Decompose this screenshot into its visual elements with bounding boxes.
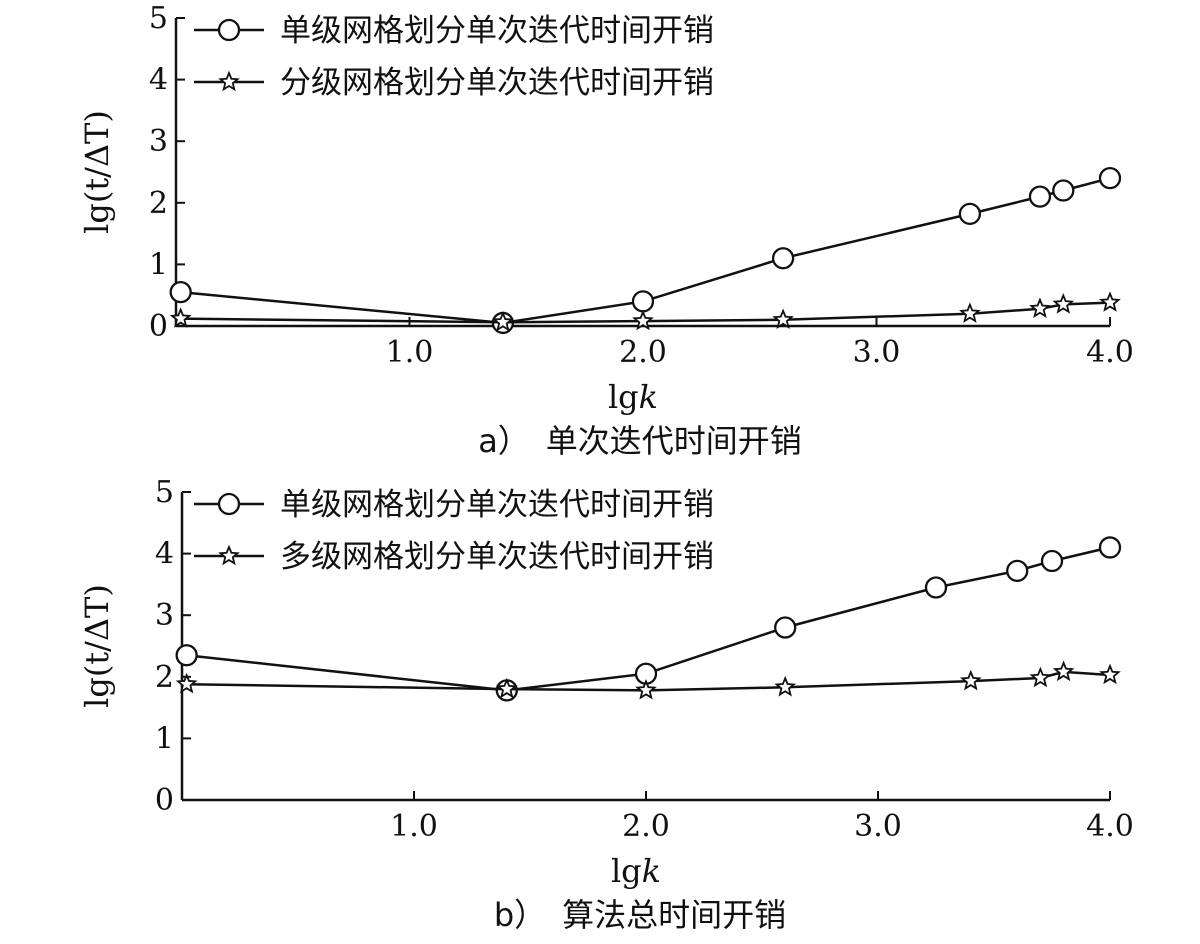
y-axis-label: lg(t/ΔT)	[78, 584, 116, 708]
data-point	[169, 307, 192, 328]
chart-panel-a: 0 1 2 3 4 5 1.0 2.0 3.0 4.0 lgk lg(t/ΔT) a） 单次迭代时间开销…	[78, 1, 1134, 460]
data-point	[169, 280, 192, 304]
data-point	[492, 310, 514, 332]
data-point	[1029, 666, 1052, 688]
legend-label: 多级网格划分单次迭代时间开销	[280, 539, 714, 575]
y-tick-label: 0	[155, 783, 174, 818]
x-axis-label: lgk	[608, 378, 658, 416]
x-tick-label: 2.0	[619, 335, 667, 370]
y-tick-label: 4	[155, 537, 174, 572]
legend-entry: 多级网格划分单次迭代时间开销	[194, 539, 714, 575]
y-axis-label: lg(t/ΔT)	[78, 110, 116, 234]
chart-caption: b） 算法总时间开销	[494, 896, 786, 934]
y-tick-label: 0	[149, 309, 168, 344]
y-tick-label: 3	[155, 598, 174, 633]
data-point	[1029, 297, 1051, 318]
series-circle	[175, 536, 1122, 702]
data-point	[1099, 291, 1121, 312]
data-point	[635, 678, 657, 700]
data-point	[774, 675, 797, 697]
y-tick-label: 2	[155, 660, 174, 695]
data-point	[771, 247, 795, 270]
data-point	[774, 616, 797, 639]
data-point	[1052, 179, 1075, 202]
y-tick-label: 1	[149, 247, 168, 282]
data-point	[175, 644, 198, 667]
data-point	[924, 576, 948, 599]
y-tick-label: 3	[149, 124, 168, 159]
x-tick-label: 1.0	[390, 809, 438, 844]
data-point	[631, 290, 655, 313]
data-point	[959, 302, 981, 323]
x-tick-label: 2.0	[622, 809, 670, 844]
data-point	[772, 308, 794, 330]
legend-label: 单级网格划分单次迭代时间开销	[280, 13, 714, 49]
x-axis-label: lgk	[611, 852, 661, 890]
legend-label: 单级网格划分单次迭代时间开销	[280, 487, 714, 523]
y-tick-label: 4	[149, 63, 168, 98]
data-point	[1099, 663, 1121, 685]
x-tick-label: 4.0	[1086, 809, 1134, 844]
legend-entry: 单级网格划分单次迭代时间开销	[194, 487, 714, 523]
legend-label: 分级网格划分单次迭代时间开销	[280, 65, 714, 101]
legend-entry: 单级网格划分单次迭代时间开销	[194, 13, 714, 49]
y-tick-label: 2	[149, 186, 168, 221]
legend-marker	[217, 492, 241, 516]
x-tick-label: 3.0	[853, 335, 901, 370]
data-point	[959, 669, 982, 691]
data-point	[1098, 167, 1122, 190]
x-tick-label: 4.0	[1086, 335, 1134, 370]
y-tick-label: 5	[149, 1, 168, 36]
data-point	[1040, 549, 1064, 573]
data-point	[1052, 660, 1075, 682]
series-star	[175, 660, 1121, 700]
data-point	[1098, 536, 1122, 559]
data-point	[495, 677, 518, 699]
data-point	[632, 309, 654, 331]
x-tick-label: 1.0	[386, 335, 434, 370]
data-point	[1028, 185, 1052, 208]
data-point	[1052, 293, 1075, 314]
data-point	[1006, 559, 1029, 582]
data-point	[958, 202, 982, 226]
chart-caption: a） 单次迭代时间开销	[478, 422, 802, 460]
data-point	[175, 672, 198, 694]
legend-marker	[218, 70, 240, 92]
y-tick-label: 1	[155, 721, 174, 756]
chart-panel-b: 0 1 2 3 4 5 1.0 2.0 3.0 4.0 lgk lg(t/ΔT) b） 算法总时间开销 单…	[78, 475, 1134, 934]
series-circle	[169, 167, 1122, 335]
legend-marker	[218, 544, 240, 566]
legend-entry: 分级网格划分单次迭代时间开销	[194, 65, 714, 101]
legend-marker	[217, 18, 241, 42]
y-tick-label: 5	[155, 475, 174, 510]
series-star	[169, 291, 1121, 332]
x-tick-label: 3.0	[854, 809, 902, 844]
